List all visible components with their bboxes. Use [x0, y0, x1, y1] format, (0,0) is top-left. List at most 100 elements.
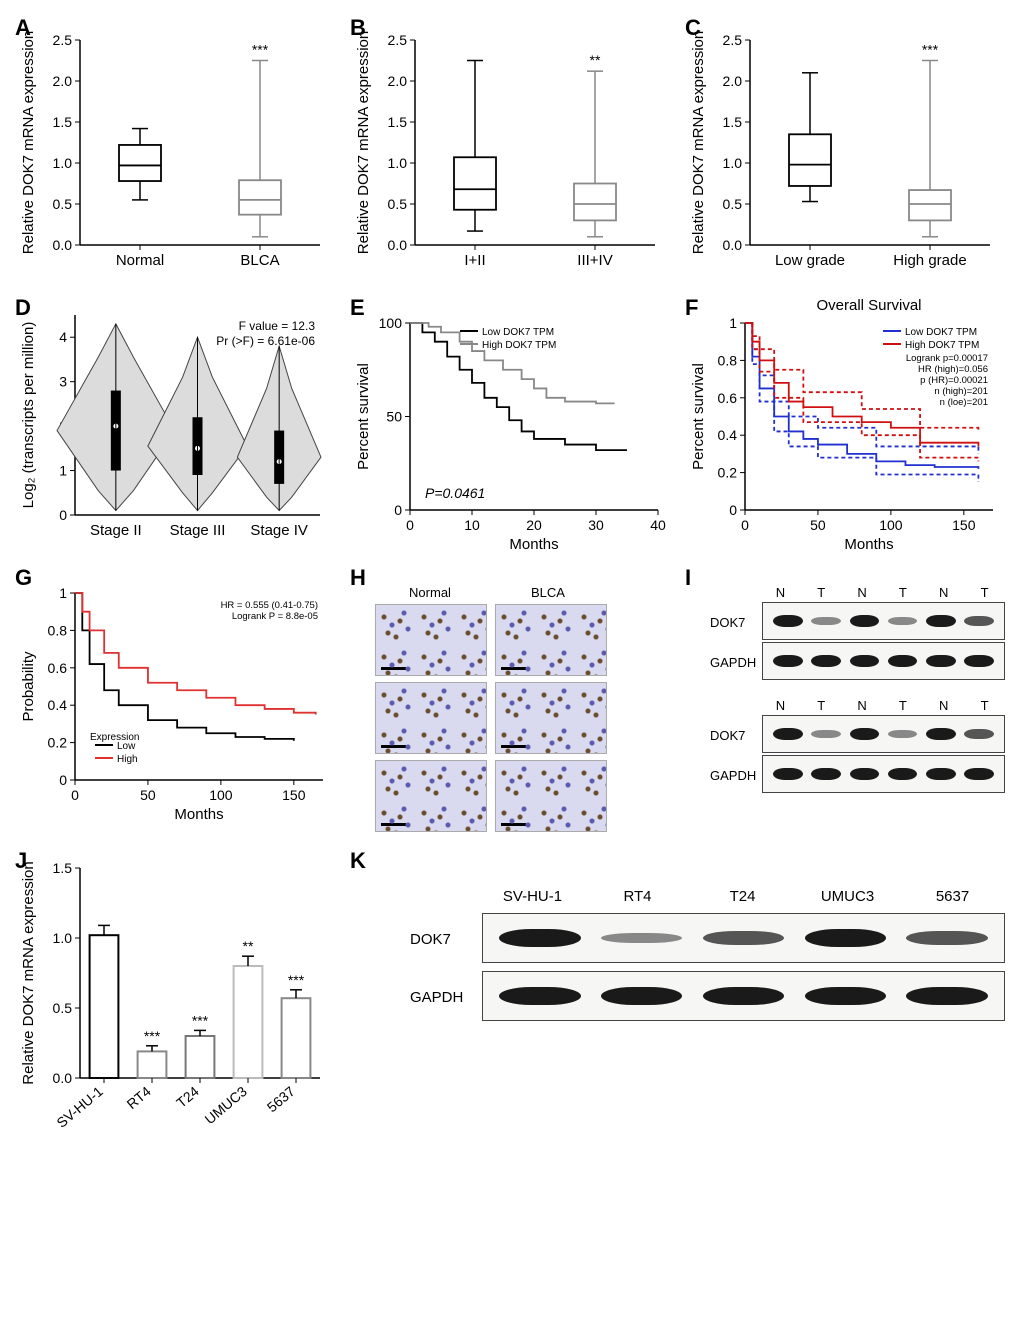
svg-text:***: ***	[252, 42, 269, 58]
svg-text:4: 4	[59, 329, 67, 345]
ihc-image	[375, 682, 487, 754]
lane-header: N	[842, 698, 883, 713]
svg-text:0.6: 0.6	[718, 390, 738, 406]
svg-text:SV-HU-1: SV-HU-1	[53, 1083, 106, 1131]
svg-text:0.0: 0.0	[723, 237, 743, 253]
svg-text:Percent survival: Percent survival	[690, 363, 707, 470]
svg-text:1: 1	[59, 463, 67, 479]
svg-text:Stage III: Stage III	[170, 522, 226, 539]
panel-label-g: G	[15, 565, 32, 591]
svg-text:0.2: 0.2	[48, 735, 68, 751]
ihc-image	[495, 682, 607, 754]
svg-text:Overall Survival: Overall Survival	[816, 297, 921, 314]
svg-text:1: 1	[729, 315, 737, 331]
svg-text:Months: Months	[174, 806, 223, 823]
lane-header: N	[760, 585, 801, 600]
svg-text:0: 0	[729, 502, 737, 518]
svg-text:BLCA: BLCA	[240, 252, 279, 269]
figure-grid: A 0.0 0.5 1.0 1.5 2.0 2.5 Relative DOK7 mRNA e…	[15, 15, 1005, 1158]
svg-text:Low DOK7 TPM: Low DOK7 TPM	[482, 327, 554, 338]
svg-text:**: **	[590, 52, 601, 68]
panel-h: H Normal BLCA	[350, 565, 670, 838]
svg-text:Relative DOK7 mRNA expression: Relative DOK7 mRNA expression	[20, 861, 37, 1084]
panel-label-a: A	[15, 15, 31, 41]
svg-text:***: ***	[144, 1028, 161, 1044]
svg-text:0.5: 0.5	[723, 196, 743, 212]
svg-text:Pr (>F) = 6.61e-06: Pr (>F) = 6.61e-06	[216, 334, 315, 348]
svg-text:Months: Months	[509, 536, 558, 553]
blot-row-label: DOK7	[410, 931, 478, 948]
svg-text:2.5: 2.5	[723, 32, 743, 48]
svg-text:3: 3	[59, 374, 67, 390]
svg-text:0.5: 0.5	[388, 196, 408, 212]
blot-row-label: GAPDH	[410, 989, 478, 1006]
panel-label-f: F	[685, 295, 698, 321]
svg-text:T24: T24	[173, 1083, 202, 1111]
svg-text:2.5: 2.5	[388, 32, 408, 48]
svg-text:150: 150	[282, 787, 306, 803]
svg-text:F value = 12.3: F value = 12.3	[239, 319, 316, 333]
svg-text:40: 40	[650, 517, 666, 533]
km-e: 010203040050100Percent survivalMonthsLow…	[350, 295, 670, 555]
svg-text:***: ***	[922, 42, 939, 58]
svg-text:0.8: 0.8	[718, 352, 738, 368]
boxplot-c: 0.00.51.01.52.02.5Relative DOK7 mRNA exp…	[685, 15, 1005, 285]
blot-box	[762, 715, 1005, 753]
panel-b: B 0.00.51.01.52.02.5Relative DOK7 mRNA e…	[350, 15, 670, 285]
svg-text:n (loe)=201: n (loe)=201	[940, 397, 988, 408]
svg-text:0: 0	[59, 772, 67, 788]
boxplot-a: 0.00.51.01.52.02.5Relative DOK7 mRNA exp…	[15, 15, 335, 285]
svg-text:0: 0	[741, 517, 749, 533]
svg-text:***: ***	[192, 1012, 209, 1028]
svg-text:100: 100	[209, 787, 233, 803]
lane-header: SV-HU-1	[480, 888, 585, 905]
svg-text:UMUC3: UMUC3	[202, 1083, 251, 1127]
panel-g: G 05010015000.20.40.60.81ProbabilityMont…	[15, 565, 335, 838]
svg-text:n (high)=201: n (high)=201	[934, 386, 988, 397]
panel-k: K SV-HU-1RT4T24UMUC35637DOK7GAPDH	[350, 848, 1005, 1158]
svg-text:20: 20	[526, 517, 542, 533]
svg-text:0.0: 0.0	[388, 237, 408, 253]
svg-text:0.0: 0.0	[53, 1070, 73, 1086]
lane-header: T24	[690, 888, 795, 905]
svg-text:0: 0	[406, 517, 414, 533]
svg-text:Relative DOK7 mRNA expression: Relative DOK7 mRNA expression	[690, 31, 707, 254]
svg-text:2.0: 2.0	[388, 73, 408, 89]
blot-box	[762, 755, 1005, 793]
lane-header: RT4	[585, 888, 690, 905]
svg-text:50: 50	[386, 409, 402, 425]
panel-label-j: J	[15, 848, 27, 874]
panel-d: D 01234Log₂ (transcripts per million)Sta…	[15, 295, 335, 555]
ihc-image	[495, 604, 607, 676]
svg-text:5637: 5637	[264, 1083, 298, 1115]
svg-text:0: 0	[394, 502, 402, 518]
ihc-header-normal: Normal	[375, 585, 485, 600]
blot-box	[482, 913, 1005, 963]
svg-text:0.6: 0.6	[48, 660, 68, 676]
lane-header: T	[882, 585, 923, 600]
lane-header: T	[882, 698, 923, 713]
blot-box	[482, 971, 1005, 1021]
blot-row-label: GAPDH	[710, 768, 758, 783]
svg-text:1.5: 1.5	[723, 114, 743, 130]
svg-text:0.4: 0.4	[48, 697, 68, 713]
svg-text:0: 0	[59, 507, 67, 523]
svg-text:Probability: Probability	[20, 651, 37, 722]
km-f: Overall Survival05010015000.20.40.60.81P…	[685, 295, 1005, 555]
svg-text:Normal: Normal	[116, 252, 164, 269]
lane-header: T	[964, 698, 1005, 713]
svg-text:1.0: 1.0	[723, 155, 743, 171]
blot-box	[762, 602, 1005, 640]
panel-label-i: I	[685, 565, 691, 591]
svg-text:0.0: 0.0	[53, 237, 73, 253]
svg-text:RT4: RT4	[124, 1083, 155, 1112]
svg-text:Relative DOK7 mRNA expression: Relative DOK7 mRNA expression	[355, 31, 372, 254]
lane-header: T	[964, 585, 1005, 600]
svg-text:2.0: 2.0	[53, 73, 73, 89]
svg-text:50: 50	[140, 787, 156, 803]
km-g: 05010015000.20.40.60.81ProbabilityMonths…	[15, 565, 335, 825]
lane-header: N	[760, 698, 801, 713]
svg-text:100: 100	[379, 315, 403, 331]
svg-text:0.5: 0.5	[53, 196, 73, 212]
blot-row-label: DOK7	[710, 728, 758, 743]
